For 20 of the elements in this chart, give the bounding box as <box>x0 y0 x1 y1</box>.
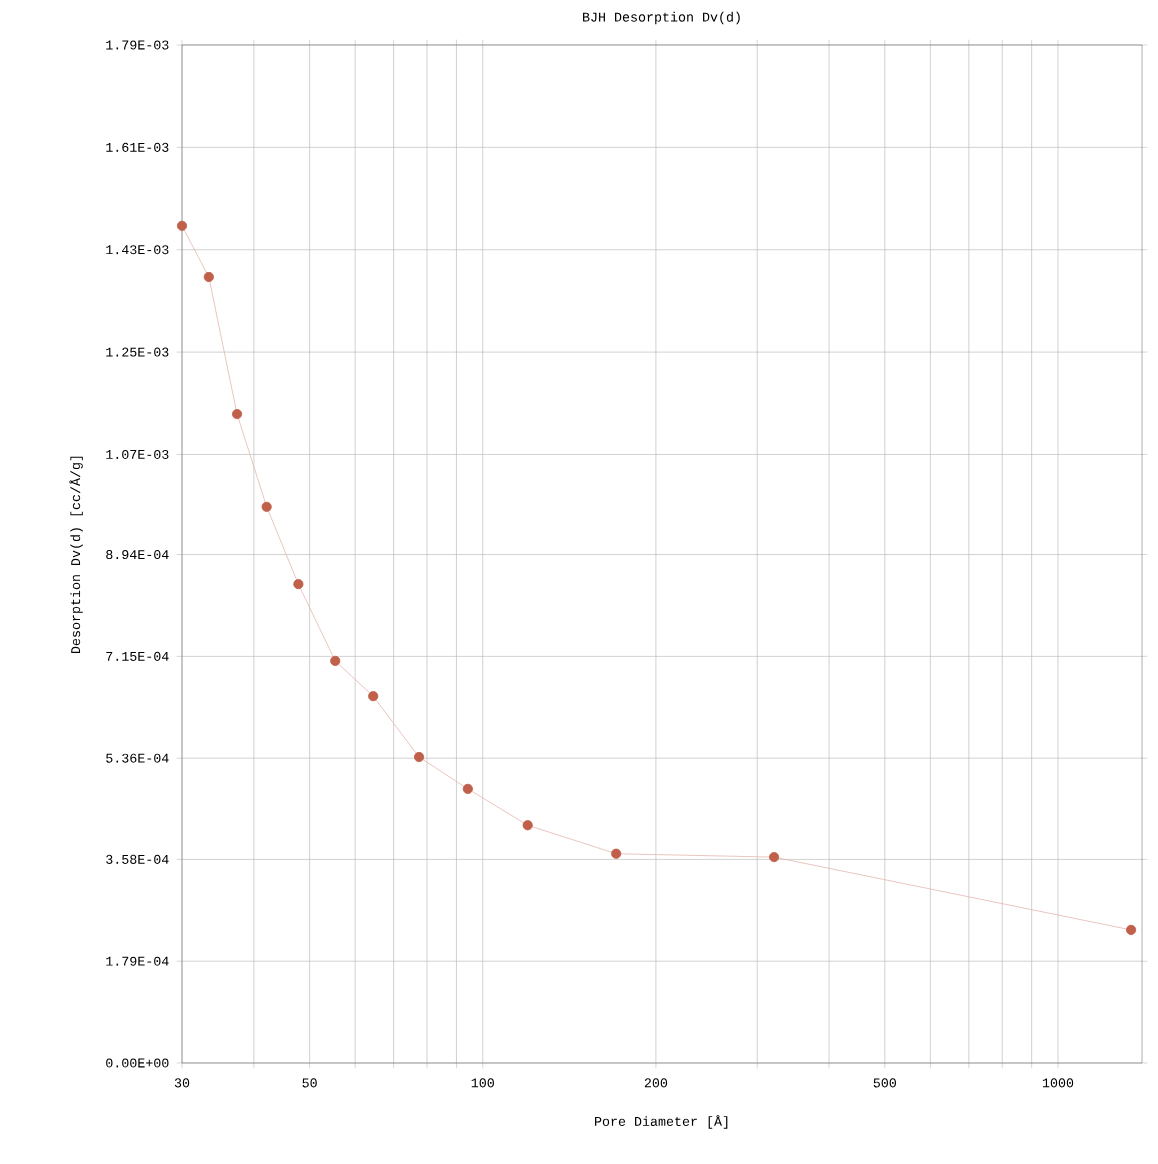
x-tick-label: 1000 <box>1042 1078 1074 1088</box>
y-tick-label: 1.07E-03 <box>106 449 169 459</box>
y-tick-label: 7.15E-04 <box>106 651 169 661</box>
y-tick-label: 8.94E-04 <box>106 550 169 560</box>
y-tick-label: 1.79E-03 <box>106 40 169 50</box>
y-tick-label: 1.25E-03 <box>106 347 169 357</box>
x-tick-label: 100 <box>471 1078 494 1088</box>
y-tick-label: 1.61E-03 <box>106 142 169 152</box>
y-axis-title: Desorption Dv(d) [cc/Å/g] <box>69 456 83 653</box>
x-axis-title: Pore Diameter [Å] <box>595 1115 728 1129</box>
y-tick-label: 1.43E-03 <box>106 245 169 255</box>
y-tick-label: 3.58E-04 <box>106 854 169 864</box>
y-tick-label: 1.79E-04 <box>106 956 169 966</box>
x-tick-label: 200 <box>644 1078 668 1088</box>
x-tick-label: 30 <box>174 1078 190 1088</box>
y-tick-label: 5.36E-04 <box>106 753 169 763</box>
chart-title: BJH Desorption Dv(d) <box>583 11 740 25</box>
x-tick-label: 500 <box>873 1078 897 1088</box>
x-tick-label: 50 <box>302 1078 317 1088</box>
y-tick-label: 0.00E+00 <box>106 1058 169 1068</box>
